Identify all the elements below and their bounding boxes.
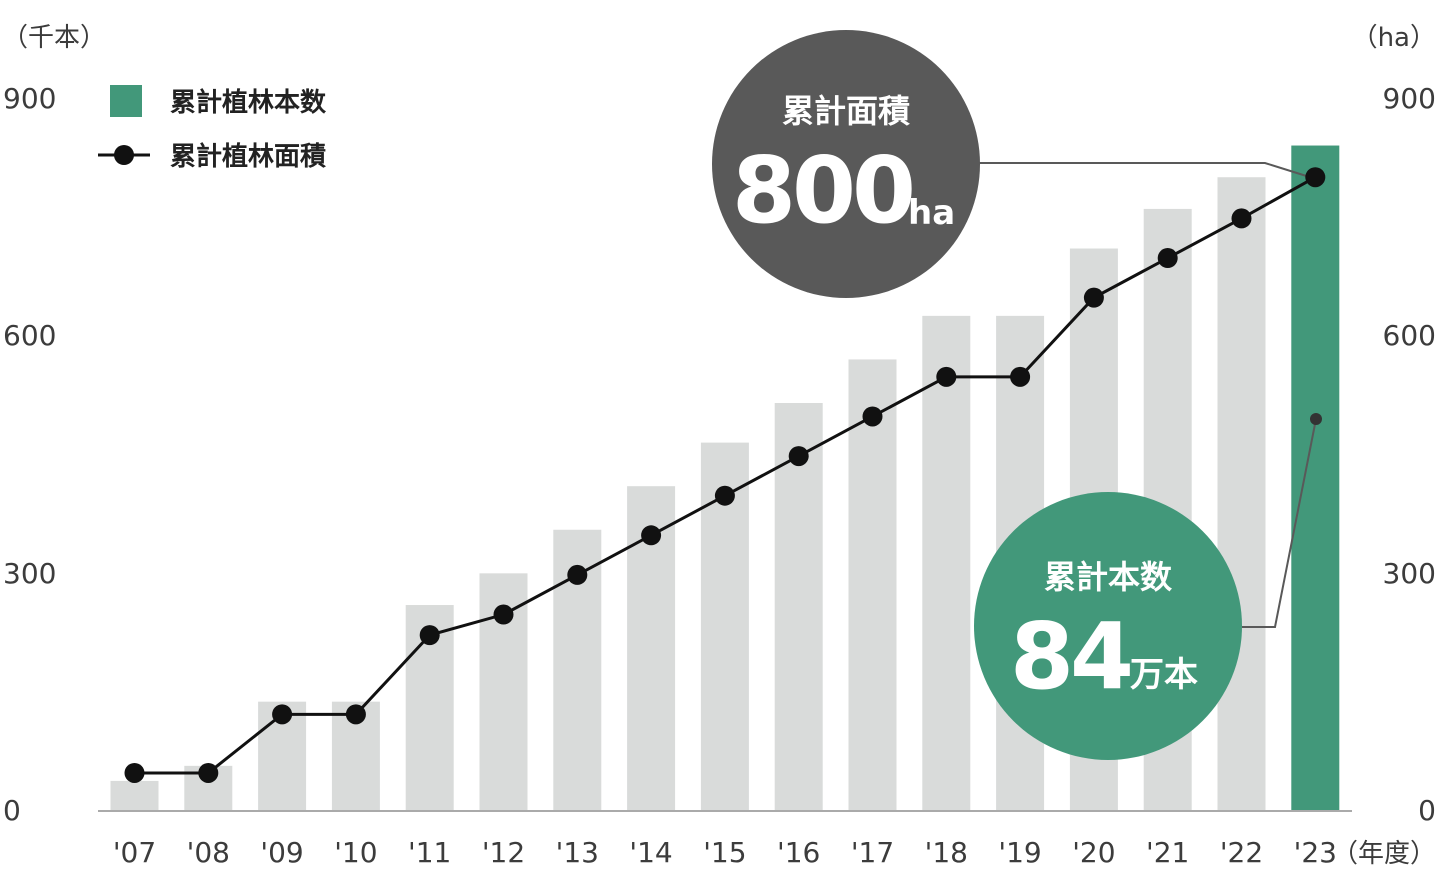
right-tick: 600: [1383, 319, 1436, 352]
x-tick-label: '14: [629, 836, 672, 869]
area-callout-connector: [978, 162, 1317, 180]
x-tick-label: '09: [260, 836, 303, 869]
legend-line-marker: [114, 145, 134, 165]
line-point: [1231, 208, 1252, 229]
area-callout-title: 累計面積: [782, 92, 910, 130]
right-tick: 0: [1418, 794, 1436, 827]
line-point: [345, 704, 366, 725]
line-point: [641, 525, 662, 546]
line-point: [1157, 248, 1178, 269]
line-point: [936, 366, 957, 387]
legend-line-label: 累計植林面積: [170, 141, 326, 172]
area-callout: 累計面積 800 ha: [712, 30, 980, 298]
line-point: [788, 446, 809, 467]
x-tick-label: '10: [334, 836, 377, 869]
x-tick-label: '13: [556, 836, 599, 869]
area-callout-value: 800: [732, 137, 912, 244]
x-tick-label: '18: [925, 836, 968, 869]
legend: 累計植林本数 累計植林面積: [98, 85, 327, 172]
x-tick-label: '07: [113, 836, 156, 869]
bar: [110, 780, 159, 811]
line-point: [1305, 167, 1326, 188]
right-tick: 900: [1383, 82, 1436, 115]
legend-bar-label: 累計植林本数: [170, 87, 327, 118]
bar: [774, 403, 823, 811]
x-axis-ticks: '07 '08 '09 '10 '11 '12 '13 '14 '15 '16 '17 '18 '19 '…: [113, 836, 1337, 869]
line-point: [567, 564, 588, 585]
right-tick: 300: [1383, 557, 1436, 590]
bar: [1291, 145, 1340, 812]
left-tick: 300: [3, 557, 56, 590]
left-axis-unit: （千本）: [2, 23, 106, 53]
count-callout-anchor-dot: [1310, 413, 1322, 425]
x-tick-label: '21: [1146, 836, 1189, 869]
left-axis-ticks: 0 300 600 900: [3, 82, 56, 827]
line-point: [198, 762, 219, 783]
line-point: [272, 704, 293, 725]
x-tick-label: '16: [777, 836, 820, 869]
left-tick: 600: [3, 319, 56, 352]
x-tick-label: '22: [1220, 836, 1263, 869]
count-callout-value: 84: [1010, 603, 1130, 710]
x-axis-unit: （年度）: [1332, 839, 1436, 869]
left-tick: 900: [3, 82, 56, 115]
count-callout: 累計本数 84 万本: [974, 492, 1242, 760]
line-point: [714, 485, 735, 506]
line-point: [419, 625, 440, 646]
area-callout-circle: [712, 30, 980, 298]
x-tick-label: '20: [1072, 836, 1115, 869]
line-point: [862, 406, 883, 427]
count-callout-circle: [974, 492, 1242, 760]
line-point: [1010, 366, 1031, 387]
line-point: [124, 762, 145, 783]
legend-bar-swatch: [110, 85, 142, 117]
x-tick-label: '23: [1294, 836, 1337, 869]
x-tick-label: '08: [187, 836, 230, 869]
line-point: [493, 604, 514, 625]
x-tick-label: '15: [703, 836, 746, 869]
x-tick-label: '12: [482, 836, 525, 869]
left-tick: 0: [3, 794, 21, 827]
bar: [1217, 177, 1266, 811]
area-callout-unit: ha: [908, 193, 955, 233]
line-series: [124, 167, 1326, 783]
count-callout-title: 累計本数: [1044, 558, 1173, 596]
count-callout-unit: 万本: [1130, 655, 1198, 695]
bar: [922, 315, 971, 811]
x-tick-label: '19: [998, 836, 1041, 869]
x-tick-label: '17: [851, 836, 894, 869]
x-tick-label: '11: [408, 836, 451, 869]
count-callout-connector: [1242, 418, 1317, 628]
right-axis-unit: （ha）: [1352, 23, 1436, 53]
right-axis-ticks: 0 300 600 900: [1383, 82, 1436, 827]
bar: [848, 359, 897, 811]
line-point: [1083, 287, 1104, 308]
